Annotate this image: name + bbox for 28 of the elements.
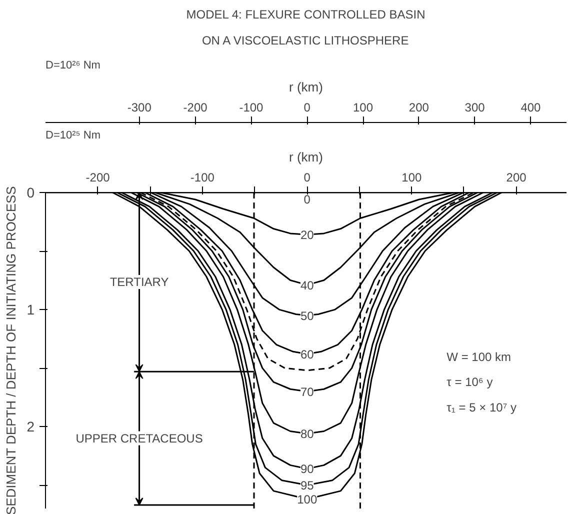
x-tick-label: -200 bbox=[183, 100, 208, 114]
x-tick-label: 200 bbox=[408, 100, 430, 114]
annotation: τ₁ = 5 × 10⁷ y bbox=[446, 400, 517, 414]
x2-tick-label: -200 bbox=[86, 170, 110, 184]
x-tick-label: 0 bbox=[304, 100, 311, 114]
y-tick-label: 2 bbox=[26, 418, 35, 435]
text: D=10²⁵ Nm bbox=[46, 130, 100, 142]
x-tick-label: -300 bbox=[127, 100, 152, 114]
x-axis-title: r (km) bbox=[289, 80, 323, 94]
annotation: UPPER CRETACEOUS bbox=[76, 431, 203, 446]
x2-tick-label: -100 bbox=[190, 170, 215, 184]
chart-subtitle: ON A VISCOELASTIC LITHOSPHERE bbox=[202, 34, 409, 48]
y-tick-label: 1 bbox=[26, 302, 35, 318]
x-tick-label: 100 bbox=[353, 100, 374, 114]
y-tick-label: 0 bbox=[26, 184, 35, 200]
x-tick-label: -100 bbox=[239, 100, 264, 114]
x2-axis-title: r (km) bbox=[289, 150, 323, 164]
chart-title: MODEL 4: FLEXURE CONTROLLED BASIN bbox=[186, 8, 426, 22]
annotation: W = 100 km bbox=[446, 350, 512, 364]
annotation: τ = 10⁶ y bbox=[446, 375, 493, 390]
legend-label: 0 bbox=[304, 192, 311, 206]
x2-tick-label: 100 bbox=[402, 170, 422, 184]
annotation: TERTIARY bbox=[110, 275, 169, 290]
x-tick-label: 400 bbox=[520, 100, 542, 114]
x2-tick-label: 200 bbox=[506, 170, 527, 184]
x2-tick-label: 0 bbox=[304, 170, 311, 184]
x-tick-label: 300 bbox=[464, 100, 486, 114]
text: D=10²⁶ Nm bbox=[46, 60, 100, 72]
